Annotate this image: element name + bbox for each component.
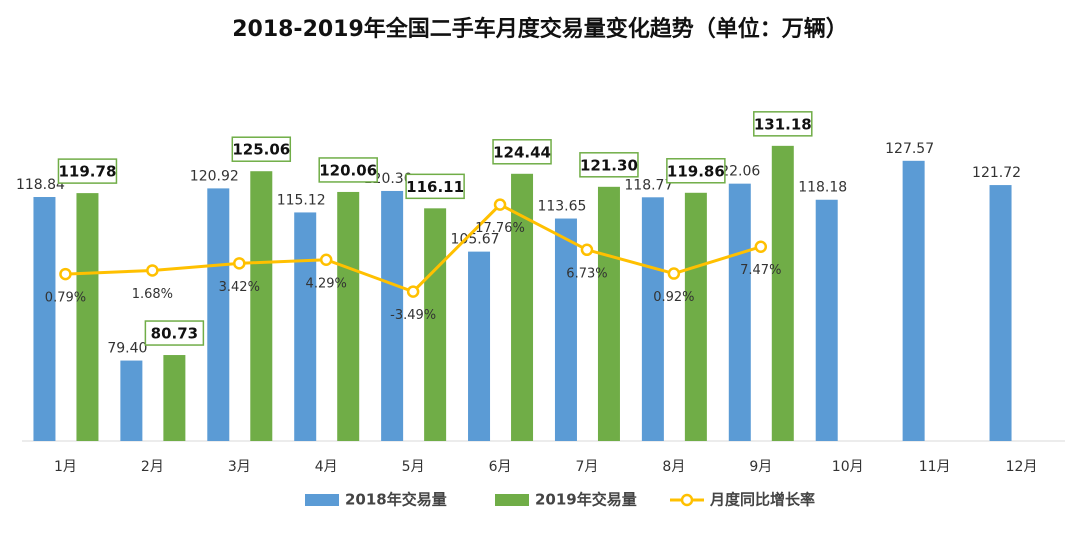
data-label: 4.29%: [306, 276, 347, 291]
bar: [120, 360, 143, 441]
bar: [989, 185, 1012, 441]
bar: [902, 160, 925, 441]
bar: [76, 193, 99, 441]
x-tick-label: 4月: [315, 459, 338, 475]
bar: [294, 212, 317, 441]
chart-title: 2018-2019年全国二手车月度交易量变化趋势（单位：万辆）: [232, 16, 848, 42]
data-label-box: [579, 152, 639, 178]
line-marker: [667, 267, 681, 280]
line-marker: [59, 267, 72, 281]
bar: [771, 145, 794, 441]
data-label: 7.47%: [740, 263, 781, 278]
data-label: 124.44: [493, 143, 551, 161]
data-label-box: [318, 157, 378, 183]
data-label-box: [666, 158, 726, 184]
data-label: 80.73: [151, 325, 198, 343]
data-label-box: [492, 139, 552, 165]
data-label: 113.65: [537, 199, 586, 215]
x-tick-label: 1月: [54, 459, 77, 475]
data-label: 17.76%: [475, 221, 525, 236]
bar: [597, 186, 620, 441]
x-tick-label: 10月: [832, 459, 864, 475]
data-label: 118.77: [624, 177, 673, 193]
legend-swatch: [495, 494, 529, 506]
data-label: 118.18: [798, 180, 847, 196]
bar: [511, 173, 534, 441]
line-marker: [406, 285, 420, 298]
bar: [815, 199, 838, 441]
data-label: 118.84: [16, 177, 65, 193]
data-label: 120.92: [190, 168, 239, 184]
legend-swatch: [680, 493, 694, 507]
data-label: 1.68%: [132, 287, 173, 302]
line-marker: [493, 198, 507, 211]
data-label: 120.06: [319, 161, 377, 179]
data-label: 131.18: [754, 115, 812, 133]
x-tick-label: 12月: [1006, 459, 1038, 475]
x-tick-label: 7月: [575, 459, 598, 475]
data-label: 125.06: [232, 141, 290, 159]
line-marker: [754, 240, 768, 253]
data-label: 121.30: [580, 156, 638, 174]
data-label: 127.57: [885, 141, 934, 157]
data-label: 79.40: [107, 341, 147, 357]
x-tick-label: 8月: [662, 459, 685, 475]
bar: [337, 191, 360, 441]
bar: [207, 188, 230, 441]
data-label-box: [57, 158, 118, 184]
bar: [468, 251, 491, 441]
data-label: 116.11: [406, 178, 464, 196]
data-label: 0.79%: [45, 291, 86, 306]
x-tick-label: 9月: [749, 459, 772, 475]
data-label-box: [144, 320, 205, 346]
bar: [250, 171, 273, 441]
data-label: 115.12: [277, 192, 326, 208]
x-tick-label: 6月: [489, 459, 512, 475]
data-label-box: [405, 173, 465, 200]
data-label: 119.78: [59, 163, 117, 181]
line-marker: [233, 257, 246, 270]
data-label: 119.86: [667, 162, 725, 180]
bar: [728, 183, 751, 441]
legend-label: 2019年交易量: [535, 491, 637, 509]
bar: [554, 218, 577, 441]
data-label: 6.73%: [566, 266, 607, 281]
bar: [641, 197, 664, 441]
line-marker: [146, 264, 159, 277]
bar: [684, 192, 707, 441]
data-label-box: [231, 136, 292, 162]
x-tick-label: 2月: [141, 459, 164, 475]
line-marker: [580, 243, 594, 257]
x-tick-label: 3月: [228, 459, 251, 475]
data-label: 3.42%: [219, 280, 260, 295]
data-label: -3.49%: [390, 308, 436, 323]
legend-swatch: [305, 494, 339, 506]
line-marker: [319, 253, 333, 267]
bar: [381, 190, 404, 441]
x-tick-label: 11月: [919, 459, 951, 475]
data-label: 0.92%: [653, 290, 694, 305]
bar: [424, 208, 447, 441]
data-label-box: [753, 111, 813, 137]
bar: [163, 355, 186, 441]
data-label: 121.72: [972, 165, 1021, 181]
x-tick-label: 5月: [402, 459, 425, 475]
legend-label: 2018年交易量: [345, 491, 447, 509]
legend-label: 月度同比增长率: [709, 491, 815, 509]
bar: [33, 197, 56, 441]
